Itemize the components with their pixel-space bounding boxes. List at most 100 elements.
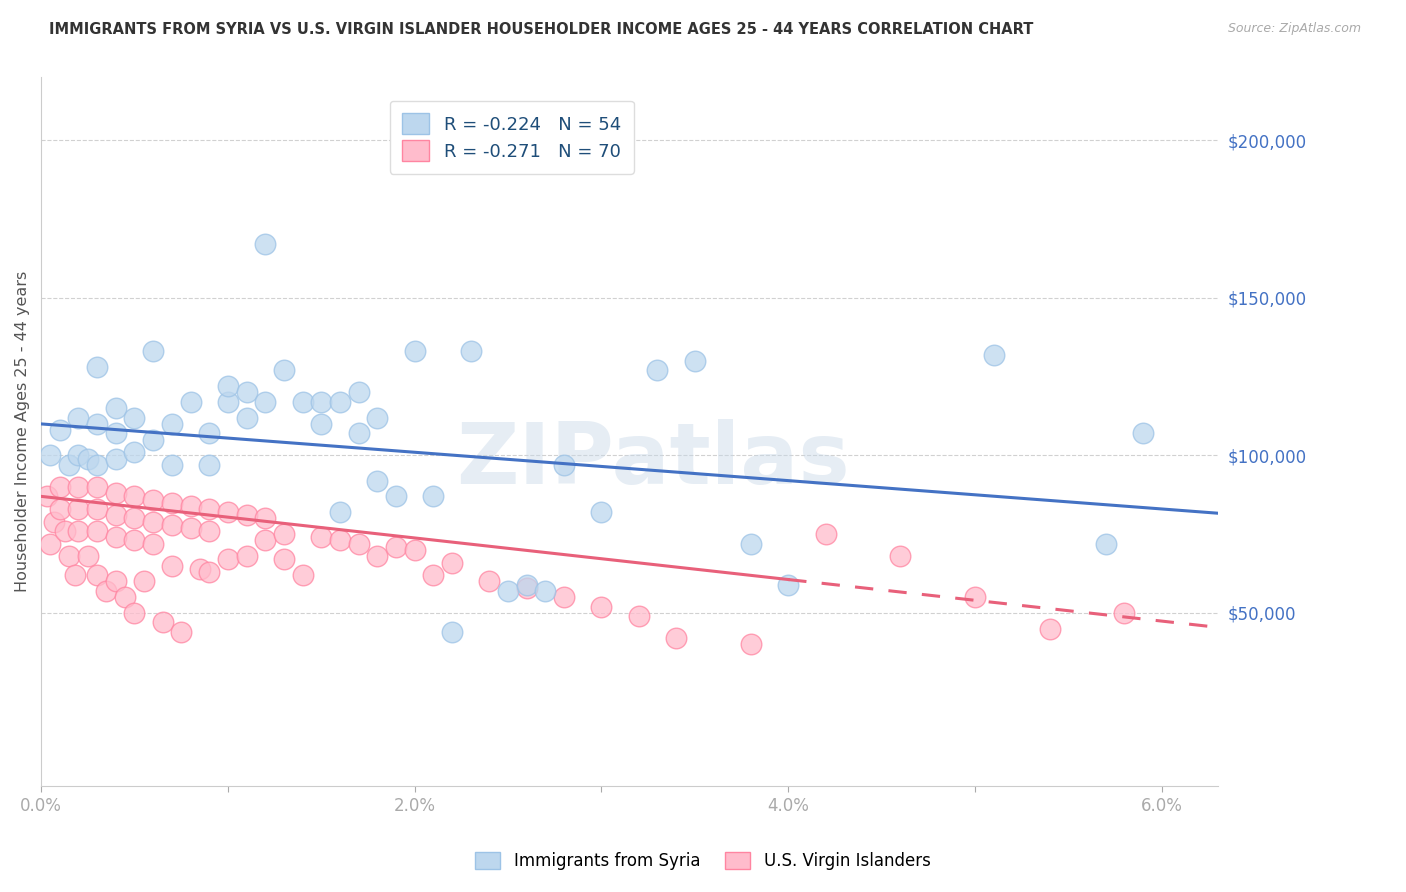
- Text: Source: ZipAtlas.com: Source: ZipAtlas.com: [1227, 22, 1361, 36]
- Point: [124, 606, 146, 620]
- Point: [142, 433, 165, 447]
- Point: [198, 458, 221, 472]
- Point: [740, 536, 762, 550]
- Point: [35, 489, 58, 503]
- Point: [889, 549, 911, 564]
- Point: [104, 451, 127, 466]
- Point: [58, 458, 80, 472]
- Point: [404, 542, 426, 557]
- Point: [422, 568, 444, 582]
- Point: [55, 524, 77, 538]
- Legend: R = -0.224   N = 54, R = -0.271   N = 70: R = -0.224 N = 54, R = -0.271 N = 70: [389, 101, 634, 174]
- Point: [591, 599, 613, 614]
- Point: [347, 385, 370, 400]
- Point: [516, 577, 538, 591]
- Point: [273, 527, 295, 541]
- Point: [124, 511, 146, 525]
- Point: [49, 423, 72, 437]
- Point: [814, 527, 837, 541]
- Point: [104, 426, 127, 441]
- Point: [627, 609, 650, 624]
- Point: [160, 517, 183, 532]
- Point: [235, 385, 257, 400]
- Point: [534, 583, 557, 598]
- Point: [235, 549, 257, 564]
- Point: [124, 489, 146, 503]
- Text: ZIPatlas: ZIPatlas: [456, 418, 849, 501]
- Point: [1094, 536, 1116, 550]
- Point: [124, 445, 146, 459]
- Point: [63, 568, 86, 582]
- Point: [67, 524, 90, 538]
- Point: [478, 574, 501, 589]
- Point: [160, 458, 183, 472]
- Point: [329, 533, 352, 548]
- Point: [142, 492, 165, 507]
- Point: [460, 344, 482, 359]
- Point: [76, 451, 98, 466]
- Point: [385, 489, 408, 503]
- Point: [86, 568, 108, 582]
- Point: [86, 480, 108, 494]
- Point: [67, 410, 90, 425]
- Point: [86, 502, 108, 516]
- Point: [96, 583, 118, 598]
- Point: [124, 533, 146, 548]
- Point: [366, 410, 388, 425]
- Y-axis label: Householder Income Ages 25 - 44 years: Householder Income Ages 25 - 44 years: [15, 271, 30, 592]
- Point: [254, 237, 277, 252]
- Point: [86, 417, 108, 431]
- Point: [124, 410, 146, 425]
- Point: [273, 363, 295, 377]
- Legend: Immigrants from Syria, U.S. Virgin Islanders: Immigrants from Syria, U.S. Virgin Islan…: [468, 845, 938, 877]
- Point: [516, 581, 538, 595]
- Point: [553, 458, 575, 472]
- Point: [104, 530, 127, 544]
- Point: [1039, 622, 1062, 636]
- Point: [180, 521, 202, 535]
- Point: [114, 590, 136, 604]
- Point: [329, 395, 352, 409]
- Point: [188, 562, 211, 576]
- Point: [217, 395, 239, 409]
- Point: [440, 624, 463, 639]
- Point: [647, 363, 669, 377]
- Point: [152, 615, 174, 630]
- Text: IMMIGRANTS FROM SYRIA VS U.S. VIRGIN ISLANDER HOUSEHOLDER INCOME AGES 25 - 44 YE: IMMIGRANTS FROM SYRIA VS U.S. VIRGIN ISL…: [49, 22, 1033, 37]
- Point: [553, 590, 575, 604]
- Point: [67, 449, 90, 463]
- Point: [217, 505, 239, 519]
- Point: [67, 480, 90, 494]
- Point: [329, 505, 352, 519]
- Point: [291, 395, 314, 409]
- Point: [86, 524, 108, 538]
- Point: [311, 395, 333, 409]
- Point: [778, 577, 800, 591]
- Point: [132, 574, 155, 589]
- Point: [366, 549, 388, 564]
- Point: [366, 474, 388, 488]
- Point: [198, 524, 221, 538]
- Point: [142, 344, 165, 359]
- Point: [683, 354, 706, 368]
- Point: [67, 502, 90, 516]
- Point: [76, 549, 98, 564]
- Point: [385, 540, 408, 554]
- Point: [198, 565, 221, 579]
- Point: [104, 486, 127, 500]
- Point: [665, 631, 688, 645]
- Point: [104, 401, 127, 416]
- Point: [160, 496, 183, 510]
- Point: [1114, 606, 1136, 620]
- Point: [104, 574, 127, 589]
- Point: [591, 505, 613, 519]
- Point: [39, 449, 62, 463]
- Point: [740, 637, 762, 651]
- Point: [963, 590, 986, 604]
- Point: [347, 536, 370, 550]
- Point: [983, 348, 1005, 362]
- Point: [49, 480, 72, 494]
- Point: [142, 515, 165, 529]
- Point: [311, 417, 333, 431]
- Point: [142, 536, 165, 550]
